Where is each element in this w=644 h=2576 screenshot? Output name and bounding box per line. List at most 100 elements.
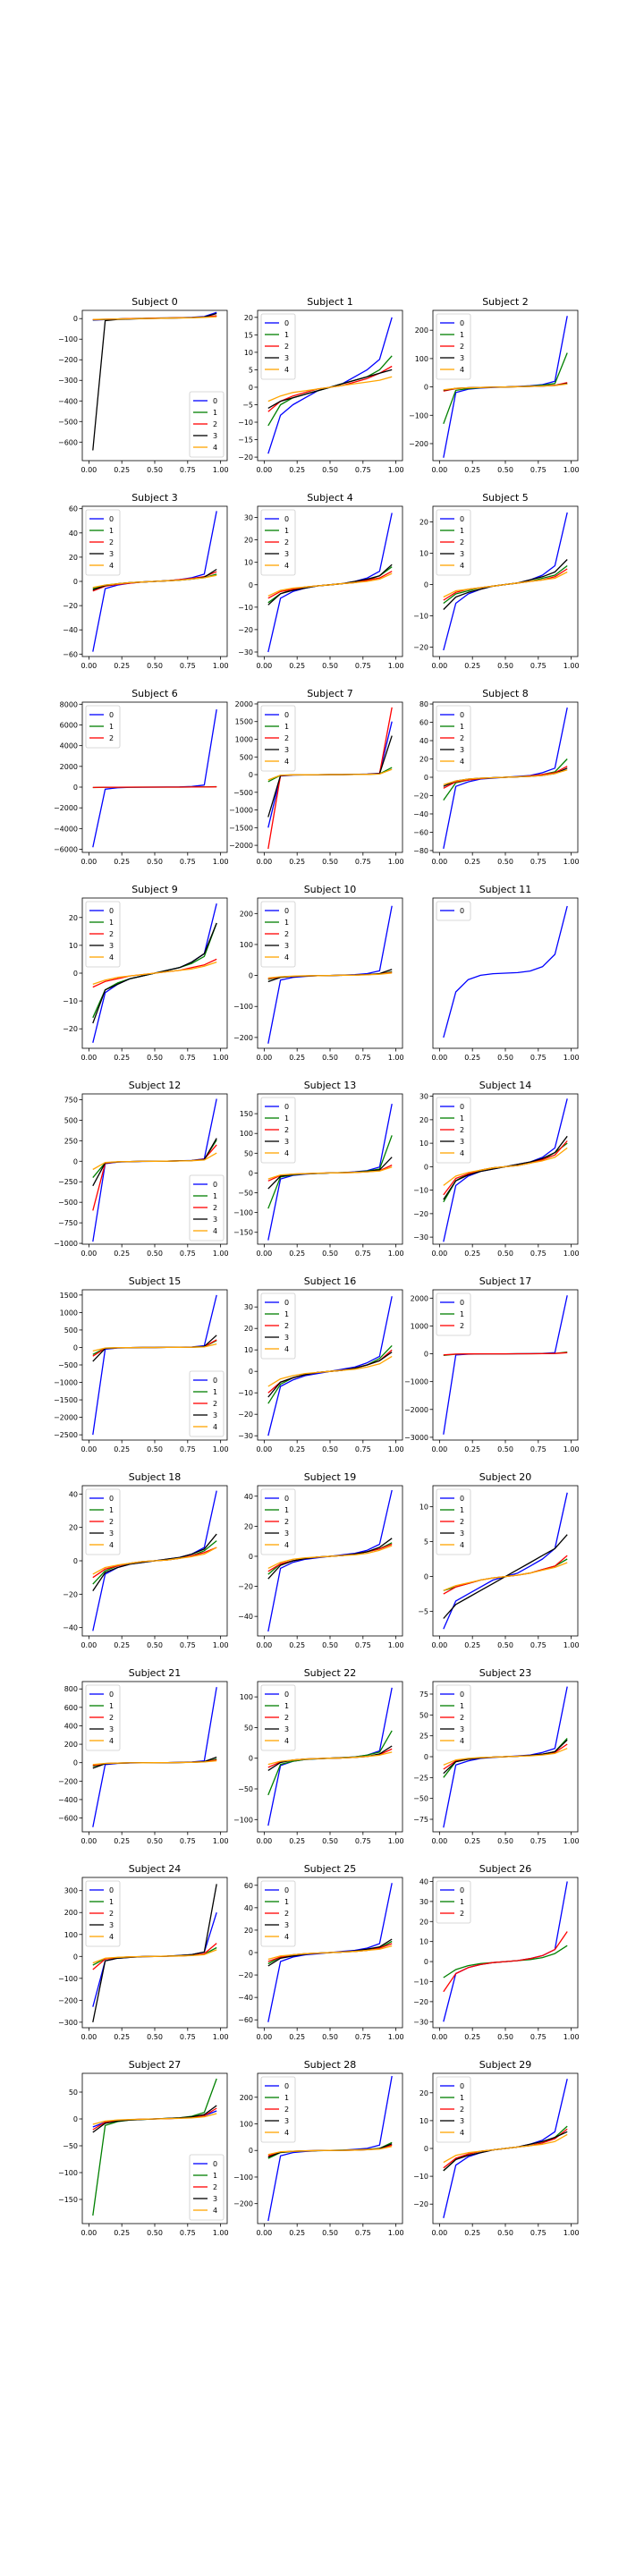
subplot-title: Subject 15 (129, 1275, 182, 1287)
subplot-9: Subject 90.00 0.25 0.50 0.75 1.0020100−10−20… (63, 884, 228, 1062)
y-tick-label: 0 (249, 1755, 253, 1763)
series-group (443, 707, 568, 850)
series-group (443, 1295, 568, 1435)
legend: 0 1 2 3 4 (436, 1488, 471, 1555)
legend-label-2: 2 (284, 734, 289, 742)
subplot-25: Subject 250.00 0.25 0.50 0.75 1.006040200−20… (238, 1863, 403, 2041)
series-line-4 (267, 972, 393, 979)
legend-label-3: 3 (213, 432, 217, 440)
subplot-title: Subject 21 (129, 1667, 182, 1679)
x-tick-label: 0.50 (497, 1054, 513, 1062)
legend-label-2: 2 (109, 1714, 114, 1722)
x-tick-label: 0.75 (355, 1445, 371, 1453)
subplot-title: Subject 2 (482, 296, 529, 308)
legend-label-0: 0 (213, 397, 217, 405)
y-tick-label: 50 (419, 1711, 428, 1719)
y-tick-label: 1000 (411, 1322, 428, 1330)
x-tick-label: 0.25 (289, 466, 305, 474)
legend-label-2: 2 (284, 2106, 289, 2114)
x-tick-label: 1.00 (564, 1641, 580, 1649)
legend-label-4: 4 (460, 366, 464, 374)
x-tick-label: 0.00 (256, 1641, 272, 1649)
legend-label-1: 1 (213, 1192, 217, 1200)
x-tick-label: 0.50 (147, 1054, 163, 1062)
subplot-13: Subject 13 0.00 0.25 0.50 0.75 1.00 150 100 50 0 −… (233, 1080, 404, 1258)
x-tick-label: 0.75 (355, 1054, 371, 1062)
x-tick-label: 0.25 (114, 1445, 130, 1453)
series-group (443, 1098, 568, 1242)
y-tick-label: 0 (424, 1351, 428, 1359)
series-line-4 (267, 1355, 393, 1387)
legend-label-4: 4 (460, 562, 464, 570)
x-tick-label: 0.00 (80, 1054, 97, 1062)
subplot-26: Subject 260.00 0.25 0.50 0.75 1.00403020100−… (413, 1863, 579, 2041)
y-tick-label: 25 (419, 1733, 428, 1741)
y-tick-label: 20 (69, 554, 78, 562)
legend-label-0: 0 (109, 1690, 114, 1699)
x-tick-label: 1.00 (388, 1445, 404, 1453)
x-tick-label: 0.25 (289, 1837, 305, 1845)
series-group (92, 708, 217, 848)
x-tick-label: 0.25 (289, 662, 305, 670)
x-tick-label: 0.75 (355, 1250, 371, 1258)
series-line-4 (443, 571, 568, 598)
legend: 0 1 2 3 4 (436, 509, 471, 576)
x-tick-label: 0.50 (322, 1641, 338, 1649)
y-tick-label: 50 (69, 2089, 78, 2097)
y-tick-label: −20 (238, 1971, 253, 1979)
legend-label-3: 3 (109, 942, 114, 950)
y-tick-label: −2000 (404, 1406, 428, 1414)
subplot-6: Subject 6 0.00 0.25 0.50 0.75 1.00 8000 6000 400… (54, 688, 229, 866)
legend-label-2: 2 (284, 538, 289, 547)
y-tick-label: 100 (240, 1130, 253, 1138)
x-tick-label: 0.00 (256, 1837, 272, 1845)
x-tick-label: 0.50 (147, 858, 163, 866)
legend-label-0: 0 (284, 1103, 289, 1111)
y-tick-label: 5 (424, 1538, 428, 1546)
subplot-7: Subject 70.00 0.25 0.50 0.75 1.0020001500100… (229, 688, 404, 866)
y-tick-label: 100 (240, 2120, 253, 2128)
y-tick-label: −100 (233, 1209, 253, 1217)
x-tick-label: 0.50 (322, 466, 338, 474)
y-tick-label: −20 (413, 1210, 428, 1218)
legend-label-1: 1 (460, 1898, 464, 1906)
y-tick-label: −100 (58, 2169, 78, 2177)
legend-label-2: 2 (460, 1714, 464, 1722)
x-tick-label: 1.00 (564, 466, 580, 474)
legend-label-1: 1 (460, 2094, 464, 2102)
x-tick-label: 1.00 (388, 858, 404, 866)
series-line-4 (443, 1748, 568, 1766)
x-tick-label: 0.75 (180, 1250, 196, 1258)
x-tick-label: 0.00 (80, 1445, 97, 1453)
x-tick-label: 0.00 (256, 1445, 272, 1453)
legend-label-4: 4 (109, 953, 114, 962)
series-group (267, 1883, 393, 2022)
x-tick-label: 1.00 (564, 2229, 580, 2237)
subplot-title: Subject 16 (304, 1275, 357, 1287)
legend-label-2: 2 (284, 343, 289, 351)
y-tick-label: 4000 (60, 742, 78, 750)
legend-label-4: 4 (109, 562, 114, 570)
legend: 0 1 2 3 4 (260, 901, 296, 968)
x-tick-label: 0.50 (147, 662, 163, 670)
y-tick-label: 10 (419, 1140, 428, 1148)
x-tick-label: 0.50 (322, 1445, 338, 1453)
y-tick-label: −30 (413, 1233, 428, 1241)
legend: 0 1 2 3 4 (189, 2154, 225, 2221)
x-tick-label: 1.00 (213, 1054, 229, 1062)
legend-label-2: 2 (284, 1714, 289, 1722)
y-tick-label: −30 (413, 2018, 428, 2026)
subplot-29: Subject 290.00 0.25 0.50 0.75 1.0020100−10−2… (413, 2059, 579, 2237)
y-tick-label: 0 (73, 2115, 78, 2123)
y-tick-label: 2000 (60, 763, 78, 771)
legend: 0 1 2 3 4 (85, 1684, 121, 1751)
subplot-title: Subject 3 (131, 492, 178, 504)
series-line-4 (443, 383, 568, 391)
y-tick-label: 10 (244, 1346, 253, 1354)
y-tick-label: −10 (238, 604, 253, 612)
x-tick-label: 1.00 (388, 2229, 404, 2237)
legend-label-0: 0 (460, 711, 464, 719)
y-tick-label: 8000 (60, 700, 78, 708)
legend-label-2: 2 (109, 930, 114, 938)
legend-label-2: 2 (109, 538, 114, 547)
